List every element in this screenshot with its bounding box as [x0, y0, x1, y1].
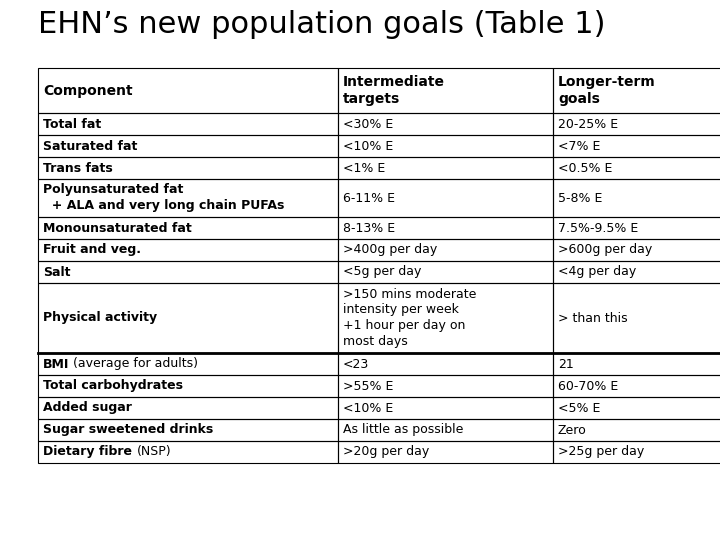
Bar	[338, 283, 553, 353]
Text: 8-13% E: 8-13% E	[343, 221, 395, 234]
Bar	[553, 157, 720, 179]
Bar	[38, 135, 338, 157]
Bar	[38, 441, 338, 463]
Text: BMI: BMI	[43, 357, 69, 370]
Text: Intermediate
targets: Intermediate targets	[343, 76, 445, 106]
Text: Saturated fat: Saturated fat	[43, 139, 138, 152]
Bar	[553, 217, 720, 239]
Text: <0.5% E: <0.5% E	[558, 161, 613, 174]
Bar	[553, 239, 720, 261]
Bar	[338, 217, 553, 239]
Text: <5% E: <5% E	[558, 402, 600, 415]
Text: Monounsaturated fat: Monounsaturated fat	[43, 221, 192, 234]
Bar	[38, 397, 338, 419]
Bar	[338, 239, 553, 261]
Bar	[38, 261, 338, 283]
Text: <10% E: <10% E	[343, 402, 393, 415]
Text: Polyunsaturated fat
  + ALA and very long chain PUFAs: Polyunsaturated fat + ALA and very long …	[43, 184, 284, 213]
Text: As little as possible: As little as possible	[343, 423, 464, 436]
Bar	[338, 68, 553, 113]
Text: Added sugar: Added sugar	[43, 402, 132, 415]
Text: <10% E: <10% E	[343, 139, 393, 152]
Bar	[38, 157, 338, 179]
Bar	[553, 283, 720, 353]
Text: <1% E: <1% E	[343, 161, 385, 174]
Text: Total fat: Total fat	[43, 118, 102, 131]
Bar	[38, 419, 338, 441]
Text: Component: Component	[43, 84, 132, 98]
Text: <23: <23	[343, 357, 369, 370]
Bar	[38, 179, 338, 217]
Bar	[553, 419, 720, 441]
Bar	[338, 157, 553, 179]
Text: 7.5%-9.5% E: 7.5%-9.5% E	[558, 221, 638, 234]
Text: Physical activity: Physical activity	[43, 312, 157, 325]
Bar	[553, 441, 720, 463]
Text: Dietary fibre: Dietary fibre	[43, 446, 136, 458]
Bar	[338, 441, 553, 463]
Text: <7% E: <7% E	[558, 139, 600, 152]
Text: Total carbohydrates: Total carbohydrates	[43, 380, 183, 393]
Text: Salt: Salt	[43, 266, 71, 279]
Bar	[553, 179, 720, 217]
Bar	[338, 261, 553, 283]
Text: >55% E: >55% E	[343, 380, 393, 393]
Bar	[553, 353, 720, 375]
Text: 5-8% E: 5-8% E	[558, 192, 603, 205]
Bar	[338, 135, 553, 157]
Bar	[553, 113, 720, 135]
Text: 21: 21	[558, 357, 574, 370]
Text: Longer-term
goals: Longer-term goals	[558, 76, 656, 106]
Text: Fruit and veg.: Fruit and veg.	[43, 244, 141, 256]
Text: Sugar sweetened drinks: Sugar sweetened drinks	[43, 423, 213, 436]
Text: (average for adults): (average for adults)	[69, 357, 199, 370]
Text: > than this: > than this	[558, 312, 628, 325]
Text: 6-11% E: 6-11% E	[343, 192, 395, 205]
Bar	[338, 375, 553, 397]
Bar	[38, 239, 338, 261]
Bar	[553, 397, 720, 419]
Text: >600g per day: >600g per day	[558, 244, 652, 256]
Bar	[38, 113, 338, 135]
Bar	[338, 113, 553, 135]
Text: >150 mins moderate
intensity per week
+1 hour per day on
most days: >150 mins moderate intensity per week +1…	[343, 287, 477, 348]
Bar	[38, 68, 338, 113]
Bar	[38, 353, 338, 375]
Bar	[338, 353, 553, 375]
Text: >400g per day: >400g per day	[343, 244, 437, 256]
Bar	[338, 419, 553, 441]
Text: <4g per day: <4g per day	[558, 266, 636, 279]
Bar	[38, 375, 338, 397]
Text: (NSP): (NSP)	[136, 446, 171, 458]
Text: 20-25% E: 20-25% E	[558, 118, 618, 131]
Text: >20g per day: >20g per day	[343, 446, 429, 458]
Bar	[338, 179, 553, 217]
Text: 60-70% E: 60-70% E	[558, 380, 618, 393]
Text: <30% E: <30% E	[343, 118, 393, 131]
Text: EHN’s new population goals (Table 1): EHN’s new population goals (Table 1)	[38, 10, 606, 39]
Bar	[553, 375, 720, 397]
Bar	[338, 397, 553, 419]
Text: <5g per day: <5g per day	[343, 266, 421, 279]
Bar	[553, 68, 720, 113]
Text: Zero: Zero	[558, 423, 587, 436]
Bar	[553, 135, 720, 157]
Bar	[38, 217, 338, 239]
Bar	[38, 283, 338, 353]
Bar	[553, 261, 720, 283]
Text: >25g per day: >25g per day	[558, 446, 644, 458]
Text: Trans fats: Trans fats	[43, 161, 113, 174]
